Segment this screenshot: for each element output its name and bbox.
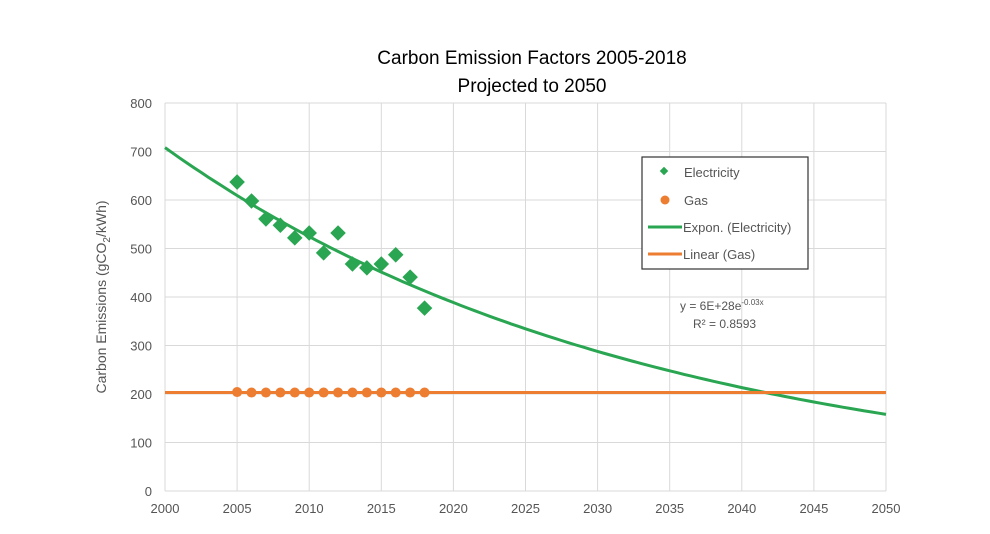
chart-title-line2: Projected to 2050 xyxy=(458,76,607,97)
gas-point xyxy=(376,387,387,398)
electricity-point xyxy=(287,230,303,246)
gas-point xyxy=(289,387,300,398)
electricity-point xyxy=(330,225,346,241)
gas-point xyxy=(304,387,315,398)
y-axis-label: Carbon Emissions (gCO2/kWh) xyxy=(93,200,113,393)
x-tick-label: 2025 xyxy=(511,501,540,516)
gas-point xyxy=(333,387,344,398)
legend: Electricity Gas Expon. (Electricity) Lin… xyxy=(641,156,809,270)
gas-point xyxy=(419,387,430,398)
gas-point xyxy=(260,387,271,398)
legend-electricity: Electricity xyxy=(684,165,740,180)
electricity-point xyxy=(243,193,260,209)
legend-box xyxy=(641,156,809,270)
y-tick-label: 0 xyxy=(145,484,152,499)
gas-point xyxy=(390,387,401,398)
x-tick-label: 2015 xyxy=(367,501,396,516)
legend-expon: Expon. (Electricity) xyxy=(683,220,791,235)
y-tick-label: 200 xyxy=(130,387,152,402)
x-tick-label: 2035 xyxy=(655,501,684,516)
y-tick-label: 300 xyxy=(130,339,152,354)
x-tick-label: 2045 xyxy=(799,501,828,516)
gas-point xyxy=(405,387,416,398)
electricity-point xyxy=(387,247,404,263)
tick-labels: 2000 2005 2010 2015 2020 2025 2030 2035 2040 2045… xyxy=(130,96,900,516)
gas-point xyxy=(275,387,286,398)
trend-equation: y = 6E+28e-0.03x xyxy=(680,298,764,313)
x-tick-label: 2010 xyxy=(295,501,324,516)
y-tick-label: 100 xyxy=(130,436,152,451)
y-tick-label: 700 xyxy=(130,145,152,160)
x-tick-label: 2005 xyxy=(223,501,252,516)
electricity-point xyxy=(229,174,245,190)
legend-gas: Gas xyxy=(684,193,708,208)
x-tick-label: 2000 xyxy=(151,501,180,516)
trend-r-squared: R² = 0.8593 xyxy=(693,317,756,331)
gas-point xyxy=(347,387,358,398)
legend-linear: Linear (Gas) xyxy=(683,247,755,262)
legend-circle-icon xyxy=(660,195,670,205)
gas-point xyxy=(246,387,257,398)
electricity-point xyxy=(344,256,361,272)
electricity-point xyxy=(272,217,289,233)
electricity-point xyxy=(258,211,274,227)
gas-point xyxy=(318,387,329,398)
y-tick-label: 600 xyxy=(130,193,152,208)
x-tick-label: 2030 xyxy=(583,501,612,516)
x-tick-label: 2050 xyxy=(872,501,901,516)
y-tick-label: 400 xyxy=(130,290,152,305)
x-tick-label: 2040 xyxy=(727,501,756,516)
chart-title-line1: Carbon Emission Factors 2005-2018 xyxy=(377,48,686,69)
electricity-point xyxy=(416,300,433,316)
x-tick-label: 2020 xyxy=(439,501,468,516)
gas-point xyxy=(232,387,243,398)
y-tick-label: 800 xyxy=(130,96,152,111)
y-tick-label: 500 xyxy=(130,242,152,257)
gas-point xyxy=(361,387,372,398)
electricity-point xyxy=(301,225,317,241)
